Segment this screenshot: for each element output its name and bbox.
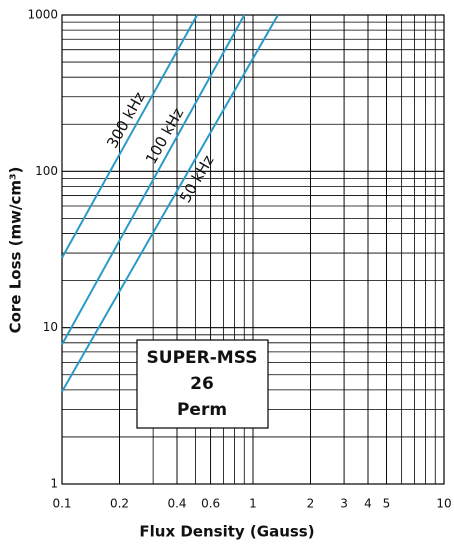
x-tick-label: 3	[340, 497, 348, 511]
x-tick-label: 0.2	[110, 497, 129, 511]
line	[61, 14, 199, 259]
y-tick-label: 1000	[27, 8, 58, 22]
x-tick-label: 5	[383, 497, 391, 511]
x-tick-label: 10	[436, 497, 451, 511]
y-tick-label: 100	[35, 164, 58, 178]
x-axis-label: Flux Density (Gauss)	[139, 523, 314, 541]
x-tick-label: 2	[307, 497, 315, 511]
plot-frame	[61, 14, 445, 485]
x-tick-label: 0.4	[167, 497, 186, 511]
y-axis-label: Core Loss (mw/cm³)	[7, 167, 25, 334]
x-tick-label: 4	[364, 497, 372, 511]
x-tick-label: 0.1	[52, 497, 71, 511]
x-tick-label: 0.6	[201, 497, 220, 511]
line	[61, 14, 279, 393]
x-tick-label: 1	[249, 497, 257, 511]
y-tick-label: 10	[43, 320, 58, 334]
label-box	[136, 339, 269, 429]
y-tick-label: 1	[50, 477, 58, 491]
line	[61, 14, 246, 346]
box-text: Perm	[177, 400, 227, 420]
box-text: SUPER-MSS	[147, 348, 258, 368]
box-text: 26	[190, 374, 214, 394]
